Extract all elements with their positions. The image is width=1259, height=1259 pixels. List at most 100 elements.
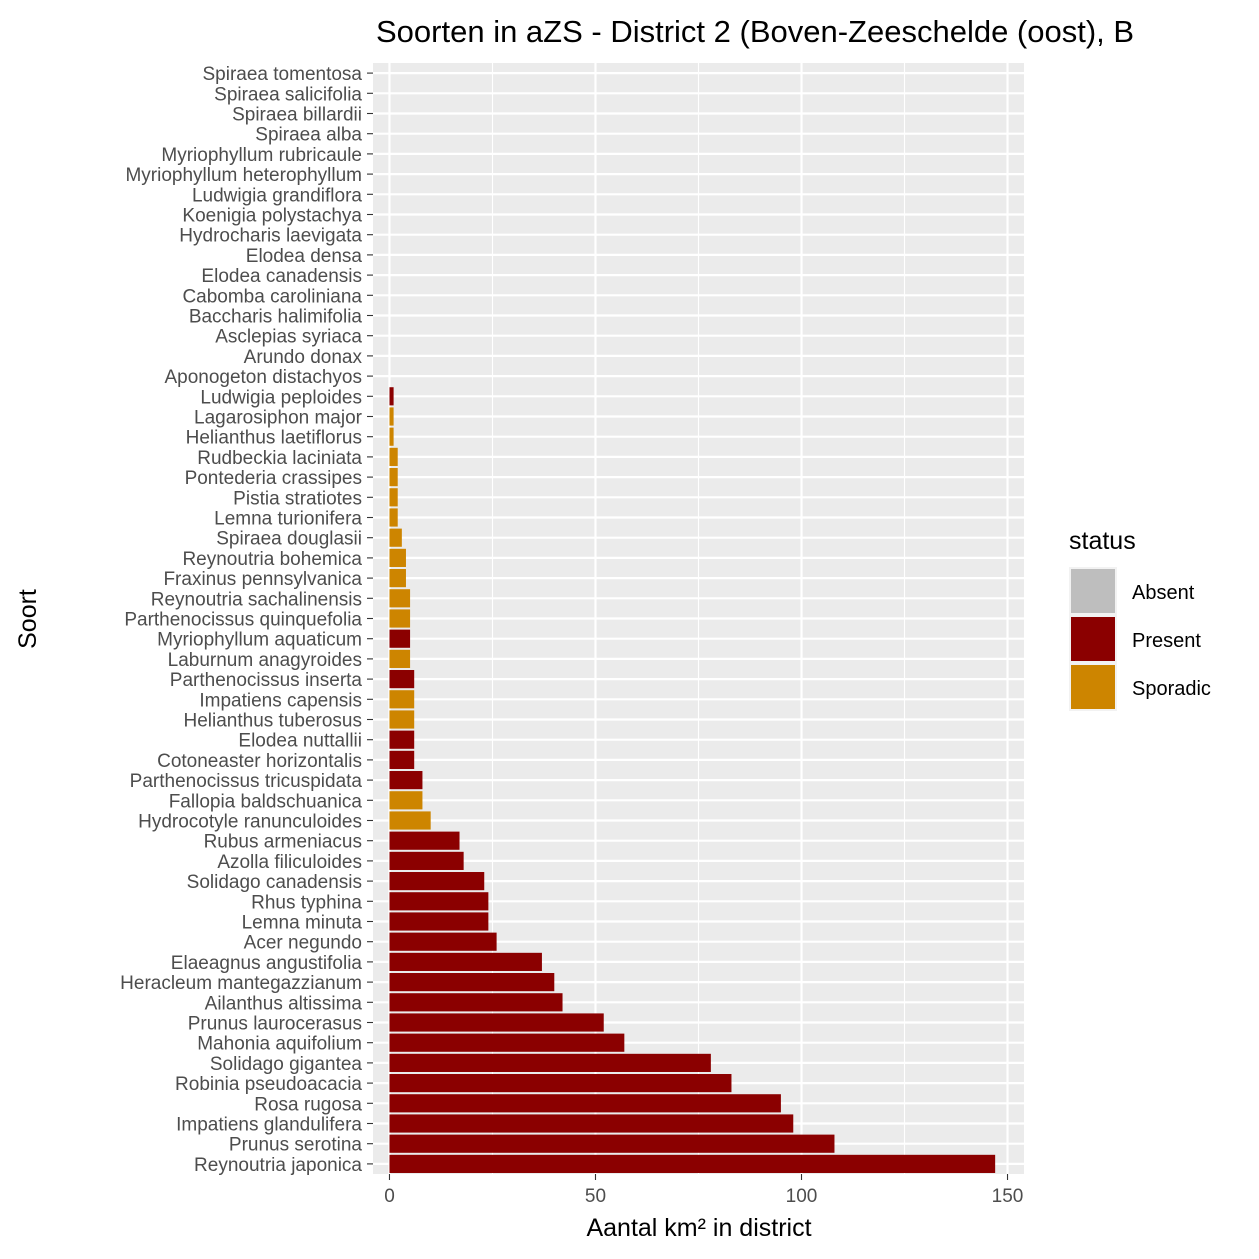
y-tick-label: Asclepias syriaca — [215, 327, 362, 348]
y-tick-label: Pistia stratiotes — [233, 488, 362, 509]
bar — [389, 1134, 835, 1153]
y-axis-title: Soort — [14, 589, 42, 649]
legend: status Absent Present Sporadic — [1069, 527, 1211, 711]
y-tick-label: Lemna turionifera — [214, 509, 362, 530]
bar — [389, 791, 423, 810]
bar — [389, 508, 398, 527]
y-tick-label: Laburnum anagyroides — [168, 650, 362, 671]
y-tick-label: Helianthus tuberosus — [184, 711, 363, 732]
y-tick-label: Fallopia baldschuanica — [169, 791, 363, 812]
bar — [389, 548, 406, 567]
y-tick-label: Hydrocotyle ranunculoides — [138, 812, 362, 833]
y-tick-label: Parthenocissus inserta — [170, 670, 363, 691]
y-tick-label: Elodea nuttallii — [238, 731, 362, 752]
x-tick-label: 50 — [585, 1186, 606, 1207]
bar — [389, 771, 423, 790]
bar — [389, 1053, 711, 1072]
y-tick-label: Spiraea salicifolia — [214, 84, 362, 105]
y-tick-label: Impatiens glandulifera — [176, 1115, 362, 1136]
y-tick-label: Cotoneaster horizontalis — [157, 751, 362, 772]
y-tick-label: Lemna minuta — [242, 913, 363, 934]
bar — [389, 629, 411, 648]
y-tick-label: Lagarosiphon major — [194, 408, 363, 429]
x-axis-title: Aantal km² in district — [586, 1214, 811, 1242]
bar — [389, 1154, 996, 1173]
y-tick-label: Elodea densa — [246, 246, 363, 267]
legend-swatch — [1071, 665, 1115, 709]
y-tick-label: Ludwigia grandiflora — [192, 185, 362, 206]
y-tick-label: Pontederia crassipes — [185, 468, 362, 489]
bar — [389, 528, 402, 547]
y-tick-label: Solidago canadensis — [187, 872, 362, 893]
bar — [389, 851, 464, 870]
bars — [389, 387, 996, 1173]
x-axis: 0 50 100 150 — [384, 1174, 1023, 1207]
bar — [389, 1074, 732, 1093]
x-tick-label: 150 — [992, 1186, 1024, 1207]
bar — [389, 690, 415, 709]
y-tick-label: Elaeagnus angustifolia — [171, 953, 363, 974]
y-tick-label: Azolla filiculoides — [217, 852, 362, 873]
bar — [389, 1033, 625, 1052]
y-tick-label: Robinia pseudoacacia — [175, 1074, 362, 1095]
chart-title: Soorten in aZS - District 2 (Boven-Zeesc… — [376, 14, 1134, 49]
bar — [389, 649, 411, 668]
y-tick-label: Mahonia aquifolium — [197, 1034, 362, 1055]
legend-label: Sporadic — [1132, 678, 1211, 700]
bar — [389, 993, 563, 1012]
bar — [389, 447, 398, 466]
y-tick-label: Reynoutria sachalinensis — [151, 589, 362, 610]
y-tick-label: Parthenocissus quinquefolia — [124, 610, 362, 631]
y-tick-label: Ludwigia peploides — [200, 387, 362, 408]
y-tick-label: Impatiens capensis — [199, 690, 362, 711]
y-tick-label: Elodea canadensis — [201, 266, 362, 287]
legend-label: Present — [1132, 630, 1201, 652]
legend-title: status — [1069, 527, 1136, 555]
bar — [389, 1094, 781, 1113]
bar — [389, 892, 489, 911]
y-tick-label: Acer negundo — [244, 933, 362, 954]
bar — [389, 609, 411, 628]
y-tick-label: Spiraea tomentosa — [203, 64, 363, 85]
y-tick-label: Cabomba caroliniana — [182, 286, 362, 307]
y-tick-label: Arundo donax — [244, 347, 363, 368]
bar — [389, 488, 398, 507]
bar — [389, 973, 555, 992]
y-tick-label: Myriophyllum rubricaule — [161, 145, 362, 166]
bar — [389, 407, 394, 426]
y-tick-label: Heracleum mantegazzianum — [120, 973, 362, 994]
bar — [389, 811, 431, 830]
bar — [389, 912, 489, 931]
bar — [389, 952, 542, 971]
legend-swatch — [1071, 569, 1115, 613]
y-tick-label: Reynoutria japonica — [194, 1155, 362, 1176]
y-tick-label: Prunus laurocerasus — [188, 1014, 362, 1035]
y-tick-label: Spiraea alba — [255, 125, 362, 146]
y-tick-label: Rubus armeniacus — [204, 832, 362, 853]
y-tick-label: Solidago gigantea — [210, 1054, 363, 1075]
y-tick-label: Parthenocissus tricuspidata — [130, 771, 363, 792]
y-tick-label: Hydrocharis laevigata — [179, 226, 362, 247]
y-tick-label: Helianthus laetiflorus — [186, 428, 362, 449]
bar — [389, 831, 460, 850]
y-tick-label: Ailanthus altissima — [205, 993, 363, 1014]
legend-swatch — [1071, 617, 1115, 661]
bar — [389, 750, 415, 769]
y-tick-label: Myriophyllum heterophyllum — [125, 165, 362, 186]
bar — [389, 730, 415, 749]
bar — [389, 670, 415, 689]
bar — [389, 1013, 604, 1032]
y-tick-label: Rosa rugosa — [254, 1094, 362, 1115]
y-tick-label: Rudbeckia laciniata — [197, 448, 362, 469]
y-tick-label: Fraxinus pennsylvanica — [163, 569, 362, 590]
y-tick-label: Aponogeton distachyos — [164, 367, 362, 388]
y-tick-label: Reynoutria bohemica — [182, 549, 362, 570]
y-tick-label: Spiraea douglasii — [216, 529, 362, 550]
bar — [389, 872, 485, 891]
x-tick-label: 100 — [786, 1186, 818, 1207]
x-tick-label: 0 — [384, 1186, 395, 1207]
bar — [389, 387, 394, 406]
bar — [389, 589, 411, 608]
bar — [389, 569, 406, 588]
